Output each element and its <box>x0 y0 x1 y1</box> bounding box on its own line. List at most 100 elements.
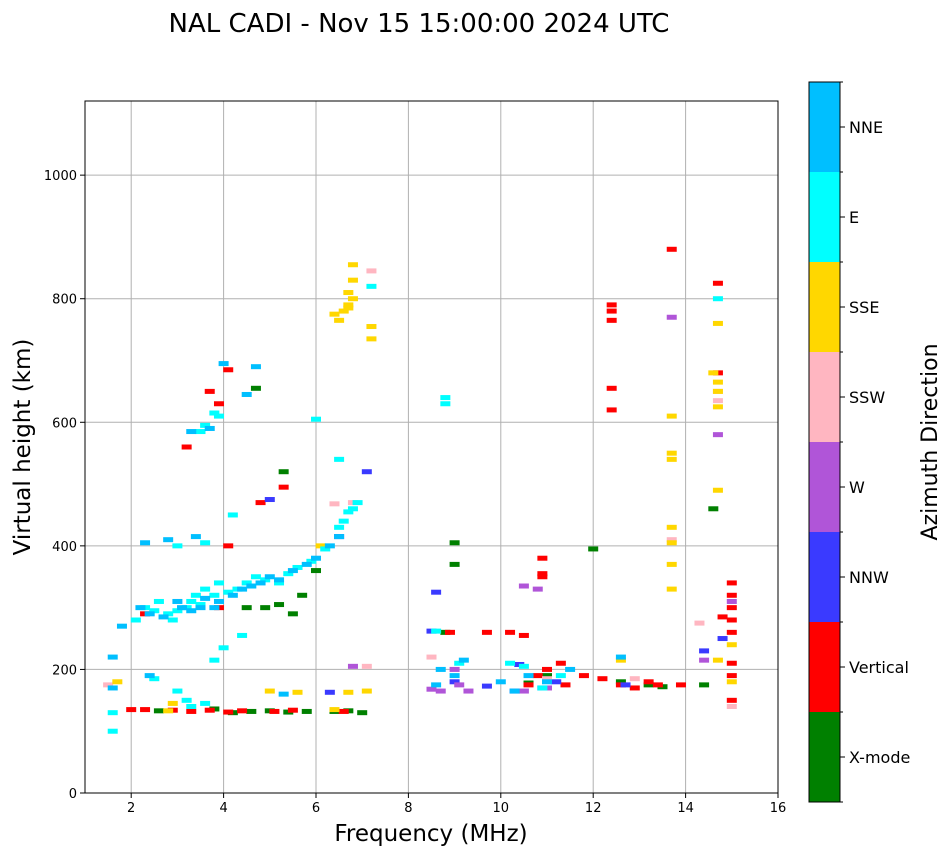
data-point <box>107 654 118 660</box>
data-point <box>311 555 321 561</box>
data-point <box>223 589 234 595</box>
data-point <box>264 688 275 694</box>
x-tick-label: 16 <box>770 801 787 816</box>
data-point <box>297 592 308 598</box>
series-sse <box>112 262 737 714</box>
data-point <box>338 518 349 524</box>
colorbar-tick-label: NNE <box>849 118 883 137</box>
data-point <box>181 697 192 703</box>
x-tick-label: 14 <box>677 801 694 816</box>
colorbar-segment <box>809 352 840 442</box>
data-point <box>366 324 377 330</box>
data-point <box>186 708 197 714</box>
data-point <box>311 568 321 574</box>
data-point <box>555 673 566 679</box>
data-point <box>223 709 234 715</box>
colorbar-segment <box>809 712 840 802</box>
y-tick-label: 800 <box>52 293 77 308</box>
data-point <box>135 605 146 611</box>
data-point <box>144 611 155 617</box>
data-point <box>292 689 303 695</box>
y-tick-label: 400 <box>52 540 77 555</box>
data-point <box>213 598 224 604</box>
data-point <box>283 571 294 577</box>
colorbar-tick-label: E <box>849 208 859 227</box>
data-point <box>675 682 686 688</box>
data-point <box>116 623 127 629</box>
data-point <box>537 685 548 691</box>
data-point <box>449 673 460 679</box>
data-point <box>435 688 446 694</box>
data-point <box>338 708 349 714</box>
data-point <box>250 385 261 391</box>
data-point <box>726 592 737 598</box>
data-point <box>190 592 201 598</box>
data-point <box>431 628 442 634</box>
data-point <box>227 592 238 598</box>
data-point <box>343 305 354 311</box>
data-point <box>237 586 248 592</box>
data-point <box>454 660 465 666</box>
data-point <box>209 657 220 663</box>
data-point <box>495 679 506 685</box>
data-point <box>209 410 220 416</box>
colorbar-segment <box>809 622 840 712</box>
data-point <box>542 679 552 685</box>
data-point <box>712 404 723 410</box>
data-point <box>449 679 460 685</box>
data-point <box>334 534 345 540</box>
data-point <box>542 666 552 672</box>
data-point <box>712 487 723 493</box>
x-tick-label: 6 <box>312 801 320 816</box>
data-point <box>329 311 340 317</box>
data-point <box>347 262 358 268</box>
data-point <box>666 537 677 543</box>
data-point <box>643 682 654 688</box>
data-point <box>274 577 285 583</box>
data-point <box>213 401 224 407</box>
y-tick-label: 600 <box>52 416 77 431</box>
data-point <box>347 663 358 669</box>
colorbar-segment <box>809 262 840 352</box>
data-point <box>518 663 529 669</box>
data-point <box>241 605 252 611</box>
data-point <box>255 500 266 506</box>
data-point <box>172 598 183 604</box>
data-point <box>200 422 211 428</box>
data-point <box>565 666 576 672</box>
data-point <box>130 617 141 623</box>
data-point <box>255 580 266 586</box>
data-point <box>334 317 345 323</box>
data-point <box>606 302 617 308</box>
data-point <box>204 425 215 431</box>
data-point <box>237 708 248 714</box>
data-point <box>213 580 224 586</box>
data-point <box>431 682 442 688</box>
data-point <box>712 320 723 326</box>
data-point <box>449 561 460 567</box>
data-point <box>588 546 599 552</box>
data-point <box>518 632 529 638</box>
y-axis-label: Virtual height (km) <box>10 339 36 556</box>
data-point <box>666 586 677 592</box>
data-point <box>278 691 289 697</box>
data-point <box>200 595 211 601</box>
data-point <box>463 688 474 694</box>
data-point <box>606 308 617 314</box>
data-point <box>172 543 183 549</box>
data-point <box>532 673 543 679</box>
data-point <box>246 583 257 589</box>
data-point <box>153 598 164 604</box>
data-point <box>542 676 552 682</box>
data-point <box>167 700 178 706</box>
data-point <box>505 660 516 666</box>
data-point <box>708 370 719 376</box>
data-point <box>712 432 723 438</box>
data-point <box>186 429 197 435</box>
colorbar-segment <box>809 82 840 172</box>
data-point <box>149 676 160 682</box>
data-point <box>200 700 211 706</box>
data-point <box>190 534 201 540</box>
data-point <box>606 317 617 323</box>
data-point <box>458 657 469 663</box>
